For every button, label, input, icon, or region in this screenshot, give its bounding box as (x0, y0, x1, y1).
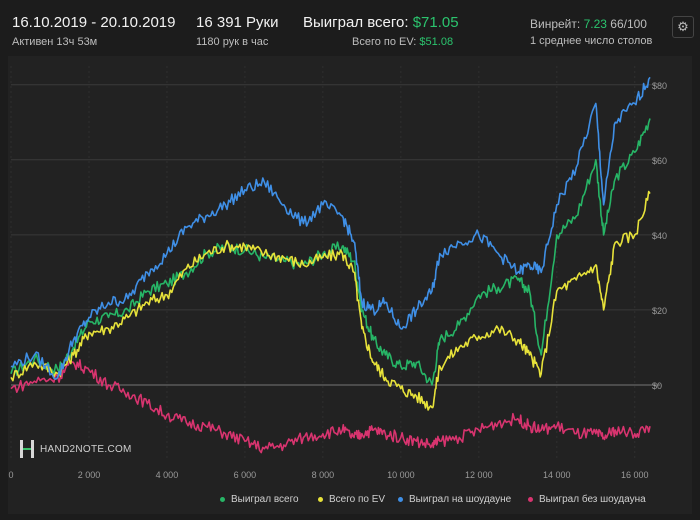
gear-icon: ⚙ (677, 19, 689, 34)
winrate-label: Винрейт: (530, 17, 581, 31)
ev-total: Всего по EV: $51.08 (352, 36, 453, 48)
legend-item-showdown[interactable]: Выиграл на шоудауне (398, 494, 511, 505)
non-showdown-line (10, 359, 651, 454)
ev-total-line (10, 190, 651, 411)
legend-dot (318, 496, 323, 502)
x-tick-label: 8 000 (312, 470, 335, 480)
active-time: Активен 13ч 53м (12, 36, 98, 48)
winrate-suffix: 66/100 (610, 17, 647, 31)
x-tick-label: 16 000 (621, 470, 649, 480)
x-tick-label: 2 000 (78, 470, 101, 480)
winrate-value: 7.23 (583, 17, 607, 31)
hands-per-hour: 1180 рук в час (196, 36, 269, 48)
stats-header: 16.10.2019 - 20.10.2019 Активен 13ч 53м … (0, 0, 700, 56)
x-tick-label: 12 000 (465, 470, 493, 480)
legend-dot (398, 496, 403, 502)
legend-item-won-total[interactable]: Выиграл всего (220, 494, 299, 505)
avg-tables: 1 среднее число столов (530, 35, 653, 47)
legend-item-ev-total[interactable]: Всего по EV (318, 494, 385, 505)
x-tick-label: 0 (8, 470, 13, 480)
y-tick-label: $80 (652, 81, 667, 91)
won-total-label: Выиграл всего: (303, 14, 409, 31)
y-tick-label: $60 (652, 156, 667, 166)
chart-legend: Выиграл всего Всего по EV Выиграл на шоу… (0, 494, 700, 510)
legend-label: Выиграл на шоудауне (409, 494, 512, 505)
hand2note-logo-mark (20, 440, 34, 458)
x-tick-label: 14 000 (543, 470, 571, 480)
hands-count: 16 391 Руки (196, 14, 279, 31)
legend-item-non-showdown[interactable]: Выиграл без шоудауна (528, 494, 646, 505)
showdown-line (10, 76, 651, 380)
y-tick-label: $0 (652, 381, 662, 391)
legend-label: Выиграл всего (231, 494, 299, 505)
won-total: Выиграл всего: $71.05 (303, 14, 459, 31)
legend-dot (528, 496, 533, 502)
y-tick-label: $40 (652, 231, 667, 241)
legend-dot (220, 496, 225, 502)
ev-label: Всего по EV: (352, 36, 417, 48)
legend-label: Выиграл без шоудауна (539, 494, 646, 505)
x-tick-label: 6 000 (234, 470, 257, 480)
chart-panel (8, 56, 692, 514)
won-total-line (10, 118, 651, 386)
winrate: Винрейт: 7.23 66/100 (530, 17, 647, 31)
hand2note-logo: HAND2NOTE.COM (20, 440, 132, 458)
date-range: 16.10.2019 - 20.10.2019 (12, 14, 176, 31)
x-tick-label: 4 000 (156, 470, 179, 480)
x-tick-label: 10 000 (387, 470, 415, 480)
legend-label: Всего по EV (329, 494, 386, 505)
logo-text: HAND2NOTE.COM (40, 443, 132, 455)
settings-button[interactable]: ⚙ (672, 16, 694, 38)
won-total-value: $71.05 (412, 14, 459, 31)
ev-value: $51.08 (419, 36, 454, 48)
y-tick-label: $20 (652, 306, 667, 316)
